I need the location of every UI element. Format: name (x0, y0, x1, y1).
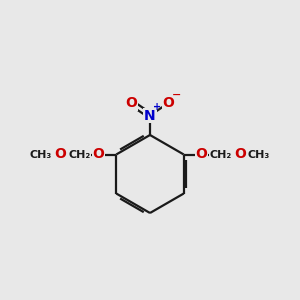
Text: O: O (54, 148, 66, 161)
Text: CH₃: CH₃ (248, 149, 270, 160)
Text: CH₂: CH₂ (210, 149, 232, 160)
Text: O: O (125, 96, 137, 110)
Text: O: O (163, 96, 175, 110)
Text: O: O (196, 148, 208, 161)
Text: CH₃: CH₃ (30, 149, 52, 160)
Text: +: + (152, 102, 161, 112)
Text: CH₂: CH₂ (68, 149, 90, 160)
Text: N: N (144, 109, 156, 122)
Text: O: O (234, 148, 246, 161)
Text: −: − (172, 89, 182, 100)
Text: O: O (92, 148, 104, 161)
